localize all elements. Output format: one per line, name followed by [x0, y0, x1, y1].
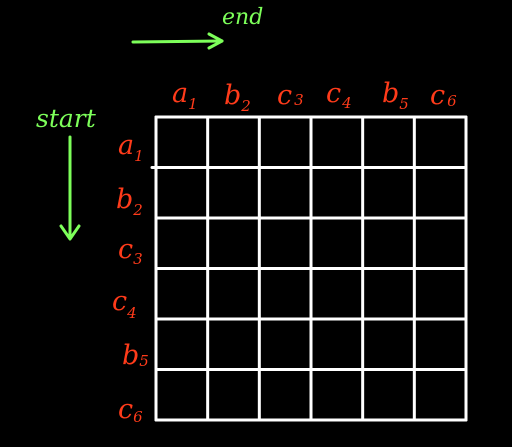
row-label-3: c3: [118, 234, 143, 268]
start-annotation: start: [36, 104, 97, 241]
col-label-1: a1: [172, 78, 198, 113]
row-label-5: b5: [122, 340, 149, 371]
col-label-5: b5: [382, 78, 409, 113]
start-label: start: [36, 104, 97, 133]
end-annotation: end: [131, 5, 263, 50]
row-label-4: c4: [112, 286, 137, 322]
matrix-grid: [150, 115, 468, 422]
row-label-1: a1: [118, 130, 144, 165]
row-label-2: b2: [116, 184, 143, 219]
col-label-2: b2: [224, 80, 251, 115]
down-arrow-icon: [59, 135, 81, 241]
row-labels: a1 b2 c3 c4 b5 c6: [112, 130, 149, 426]
row-label-6: c6: [118, 394, 143, 426]
end-label: end: [222, 5, 263, 30]
right-arrow-icon: [131, 32, 224, 50]
col-label-4: c4: [326, 78, 352, 112]
